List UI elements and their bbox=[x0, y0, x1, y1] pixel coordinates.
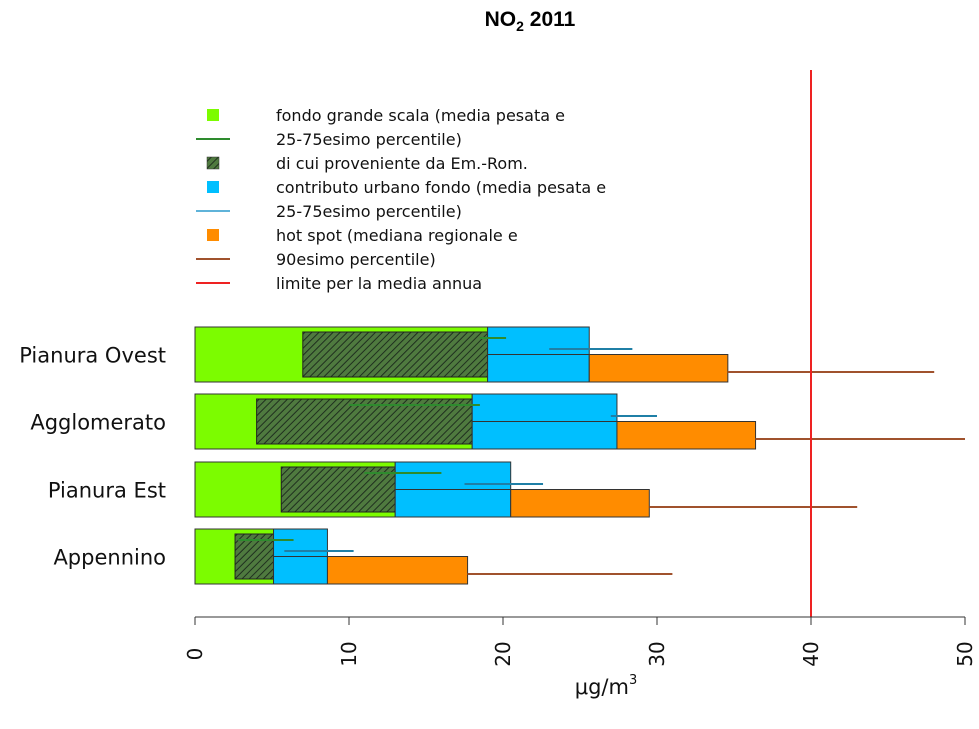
x-axis-title: μg/m3 bbox=[575, 673, 638, 699]
bar-hotspot bbox=[326, 556, 469, 585]
legend-label: 25-75esimo percentile) bbox=[276, 130, 462, 149]
bar-urbano bbox=[394, 489, 512, 518]
x-tick-label: 0 bbox=[183, 648, 207, 661]
legend-label: fondo grande scala (media pesata e bbox=[276, 106, 565, 125]
bar-hotspot bbox=[616, 421, 757, 450]
category-label: Pianura Est bbox=[48, 479, 166, 503]
bar-urbano bbox=[471, 393, 618, 422]
x-tick-label: 10 bbox=[337, 641, 361, 666]
bar-urbano bbox=[487, 326, 590, 355]
x-axis: 0 10 20 30 40 50 bbox=[183, 616, 977, 667]
category-label: Appennino bbox=[53, 546, 166, 570]
legend-swatch bbox=[207, 229, 219, 241]
legend-label: 25-75esimo percentile) bbox=[276, 202, 462, 221]
legend-label: 90esimo percentile) bbox=[276, 250, 436, 269]
x-tick-label: 40 bbox=[799, 641, 823, 666]
bar-em-rom bbox=[302, 331, 489, 378]
legend-swatch bbox=[207, 109, 219, 121]
category-label: Agglomerato bbox=[30, 411, 166, 435]
bar-urbano bbox=[487, 354, 590, 383]
x-tick-label: 50 bbox=[953, 641, 977, 666]
bar-hotspot bbox=[510, 489, 650, 518]
category-labels: Pianura Ovest Agglomerato Pianura Est Appen… bbox=[19, 344, 166, 570]
legend-label: limite per la media annua bbox=[276, 274, 482, 293]
category-label: Pianura Ovest bbox=[19, 344, 166, 368]
legend-label: hot spot (mediana regionale e bbox=[276, 226, 518, 245]
bars-layer bbox=[194, 326, 757, 585]
legend-swatch bbox=[207, 181, 219, 193]
bar-hotspot bbox=[588, 354, 729, 383]
legend-label: contributo urbano fondo (media pesata e bbox=[276, 178, 606, 197]
bar-urbano bbox=[273, 556, 328, 585]
legend-label: di cui proveniente da Em.-Rom. bbox=[276, 154, 528, 173]
bar-em-rom bbox=[256, 398, 473, 445]
x-tick-label: 30 bbox=[645, 641, 669, 666]
bar-urbano bbox=[394, 461, 512, 490]
chart-title: NO2 2011 bbox=[485, 8, 576, 34]
chart-legend: fondo grande scala (media pesata e 25-75e… bbox=[196, 106, 606, 293]
bar-urbano bbox=[471, 421, 618, 450]
legend-swatch bbox=[206, 156, 220, 170]
bar-em-rom bbox=[280, 466, 396, 513]
bar-urbano bbox=[273, 528, 328, 557]
x-tick-label: 20 bbox=[491, 641, 515, 666]
error-bars-layer bbox=[238, 337, 965, 575]
